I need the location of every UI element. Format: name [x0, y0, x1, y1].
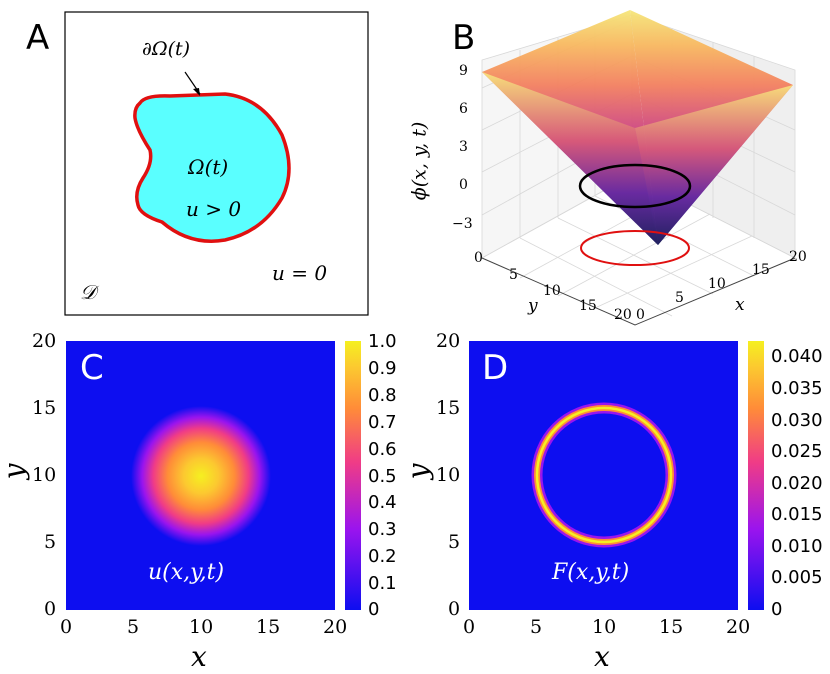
c-cb-tick-1.0: 1.0: [368, 331, 397, 352]
c-cb-tick-0.5: 0.5: [368, 466, 397, 487]
outside-label: u = 0: [272, 261, 328, 285]
b-z-axis-label: ϕ(x, y, t): [408, 121, 431, 201]
d-cb-tick-0.015: 0.015: [771, 504, 823, 525]
c-cb-tick-0.7: 0.7: [368, 412, 397, 433]
zero-level-contour: [578, 163, 692, 209]
panel-a-diagram: [64, 11, 369, 316]
d-y-tick-15: 15: [436, 397, 461, 419]
omega-region: [133, 92, 291, 243]
panel-d-letter: D: [482, 348, 509, 388]
domain-label: 𝒟: [80, 280, 96, 304]
c-y-tick-0: 0: [44, 598, 57, 620]
b-z-tick-m3: −3: [452, 216, 473, 232]
d-y-axis-label: y: [401, 463, 435, 480]
b-x-tick-15: 15: [752, 262, 770, 278]
panel-c-heatmap: [66, 341, 335, 610]
c-y-tick-20: 20: [32, 330, 57, 352]
b-y-tick-15: 15: [579, 298, 597, 314]
c-cb-tick-0.9: 0.9: [368, 358, 397, 379]
d-x-tick-5: 5: [530, 616, 543, 638]
d-x-tick-0: 0: [463, 616, 476, 638]
panel-d-heatmap: [469, 341, 738, 610]
c-x-tick-15: 15: [256, 616, 281, 638]
cone-front-right: [635, 85, 793, 245]
b-x-tick-10: 10: [708, 276, 726, 292]
c-x-tick-0: 0: [60, 616, 73, 638]
b-y-axis-label: y: [528, 296, 538, 316]
c-y-axis-label: y: [0, 463, 31, 480]
d-y-tick-10: 10: [436, 464, 461, 486]
omega-label: Ω(t): [188, 155, 229, 179]
c-cb-tick-0.8: 0.8: [368, 385, 397, 406]
c-cb-tick-0.1: 0.1: [368, 573, 397, 594]
c-cb-tick-0.2: 0.2: [368, 546, 397, 567]
b-y-tick-5: 5: [509, 267, 518, 283]
d-cb-tick-0: 0: [771, 599, 783, 620]
boundary-label: ∂Ω(t): [142, 38, 191, 60]
b-z-tick-3: 3: [459, 139, 468, 155]
b-z-tick-6: 6: [459, 101, 468, 117]
cone-front-left: [482, 72, 658, 245]
b-x-tick-20: 20: [789, 249, 807, 265]
c-x-tick-20: 20: [323, 616, 348, 638]
projected-contour: [580, 230, 690, 266]
inside-label: u > 0: [186, 197, 242, 221]
c-x-tick-5: 5: [127, 616, 140, 638]
d-y-tick-5: 5: [448, 531, 461, 553]
d-x-tick-15: 15: [659, 616, 684, 638]
panel-d-function-label: F(x,y,t): [552, 560, 630, 585]
d-cb-tick-0.005: 0.005: [771, 567, 823, 588]
d-cb-tick-0.040: 0.040: [771, 346, 823, 367]
panel-b-surface-plot: [481, 10, 796, 326]
d-x-tick-10: 10: [592, 616, 617, 638]
d-y-tick-0: 0: [448, 598, 461, 620]
b-y-tick-10: 10: [543, 283, 561, 299]
d-cb-tick-0.025: 0.025: [771, 441, 823, 462]
panel-b-letter: B: [452, 18, 476, 58]
d-cb-tick-0.020: 0.020: [771, 473, 823, 494]
c-cb-tick-0.4: 0.4: [368, 492, 397, 513]
c-cb-tick-0: 0: [368, 599, 380, 620]
b-y-tick-0: 0: [474, 250, 483, 266]
d-cb-tick-0.010: 0.010: [771, 536, 823, 557]
gaussian-blob: [131, 406, 271, 546]
b-z-tick-0: 0: [459, 177, 468, 193]
c-y-tick-15: 15: [32, 397, 57, 419]
b-x-tick-0: 0: [636, 307, 645, 323]
d-cb-tick-0.035: 0.035: [771, 378, 823, 399]
ring-core: [535, 406, 673, 544]
b-y-tick-20: 20: [614, 307, 632, 323]
c-cb-tick-0.6: 0.6: [368, 439, 397, 460]
panel-a-letter: A: [26, 18, 50, 58]
c-y-tick-5: 5: [44, 531, 57, 553]
panel-c-letter: C: [80, 348, 104, 388]
b-z-tick-9: 9: [459, 63, 468, 79]
c-x-axis-label: x: [191, 640, 207, 673]
b-x-tick-5: 5: [675, 290, 684, 306]
panel-d-colorbar: [748, 341, 764, 610]
d-cb-tick-0.030: 0.030: [771, 410, 823, 431]
d-x-axis-label: x: [594, 640, 610, 673]
c-cb-tick-0.3: 0.3: [368, 519, 397, 540]
panel-c-function-label: u(x,y,t): [148, 560, 225, 585]
b-x-axis-label: x: [735, 295, 745, 315]
c-y-tick-10: 10: [32, 464, 57, 486]
d-y-tick-20: 20: [436, 330, 461, 352]
panel-c-colorbar: [345, 341, 361, 610]
boundary-arrow-head: [193, 88, 200, 96]
c-x-tick-10: 10: [189, 616, 214, 638]
d-x-tick-20: 20: [726, 616, 751, 638]
